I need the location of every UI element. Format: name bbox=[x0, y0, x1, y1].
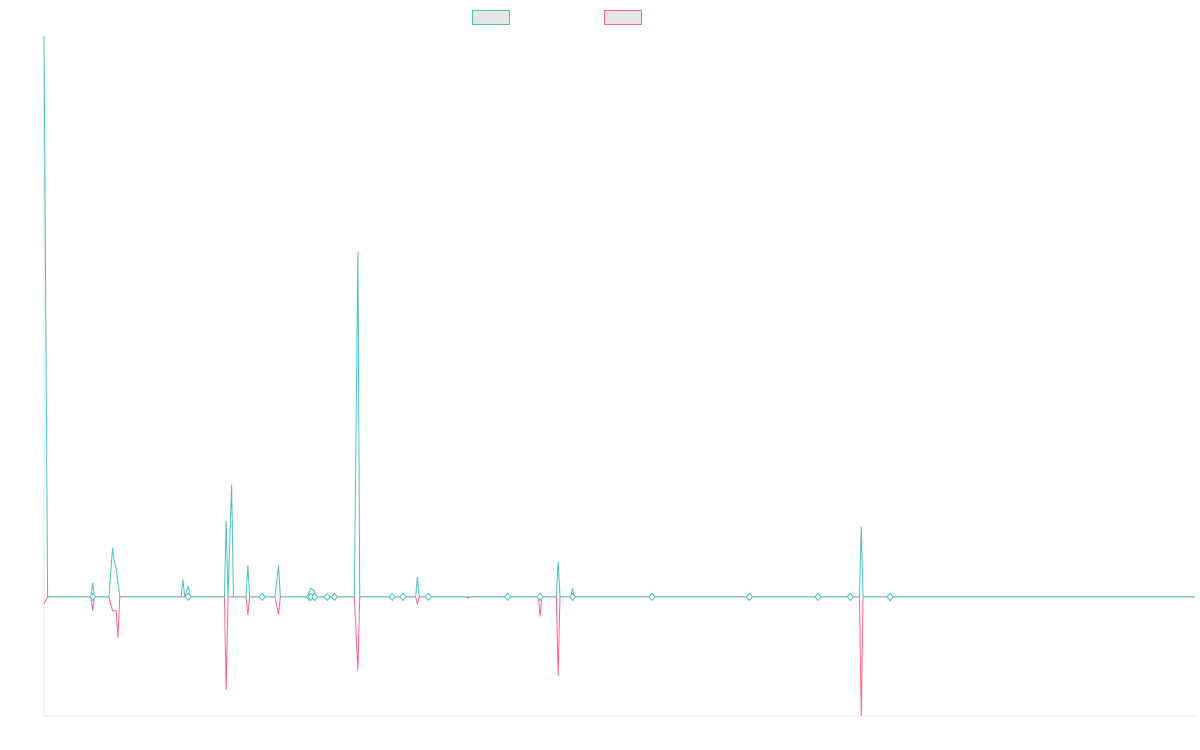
point-marker-35[interactable] bbox=[323, 592, 331, 602]
series-line-2[interactable] bbox=[43, 596, 1195, 717]
point-marker-46[interactable] bbox=[399, 592, 407, 602]
point-marker-24[interactable] bbox=[258, 592, 266, 602]
point-marker-13[interactable] bbox=[184, 592, 192, 602]
legend-item-series-1[interactable] bbox=[472, 9, 516, 25]
series-line-1[interactable] bbox=[43, 35, 1195, 599]
point-marker-43[interactable] bbox=[388, 592, 396, 602]
legend-swatch-series-2 bbox=[604, 9, 642, 25]
point-marker-32[interactable] bbox=[310, 592, 319, 602]
point-marker-37[interactable] bbox=[330, 592, 339, 602]
legend-item-series-2[interactable] bbox=[604, 9, 648, 25]
point-marker-75[interactable] bbox=[814, 592, 822, 602]
axes bbox=[43, 36, 1195, 717]
point-marker-72[interactable] bbox=[745, 592, 754, 602]
point-marker-57[interactable] bbox=[503, 592, 512, 602]
legend-swatch-series-1 bbox=[472, 9, 510, 25]
point-marker-84[interactable] bbox=[886, 592, 894, 602]
point-marker-69[interactable] bbox=[648, 592, 656, 602]
series-layer bbox=[43, 35, 1195, 717]
point-marker-52[interactable] bbox=[424, 592, 432, 602]
legend bbox=[0, 9, 1200, 27]
point-marker-78[interactable] bbox=[846, 592, 855, 602]
point-marker-66[interactable] bbox=[568, 592, 577, 602]
point-marker-60[interactable] bbox=[536, 592, 544, 602]
point-marker-3[interactable] bbox=[89, 592, 97, 602]
markers-layer bbox=[89, 592, 894, 602]
